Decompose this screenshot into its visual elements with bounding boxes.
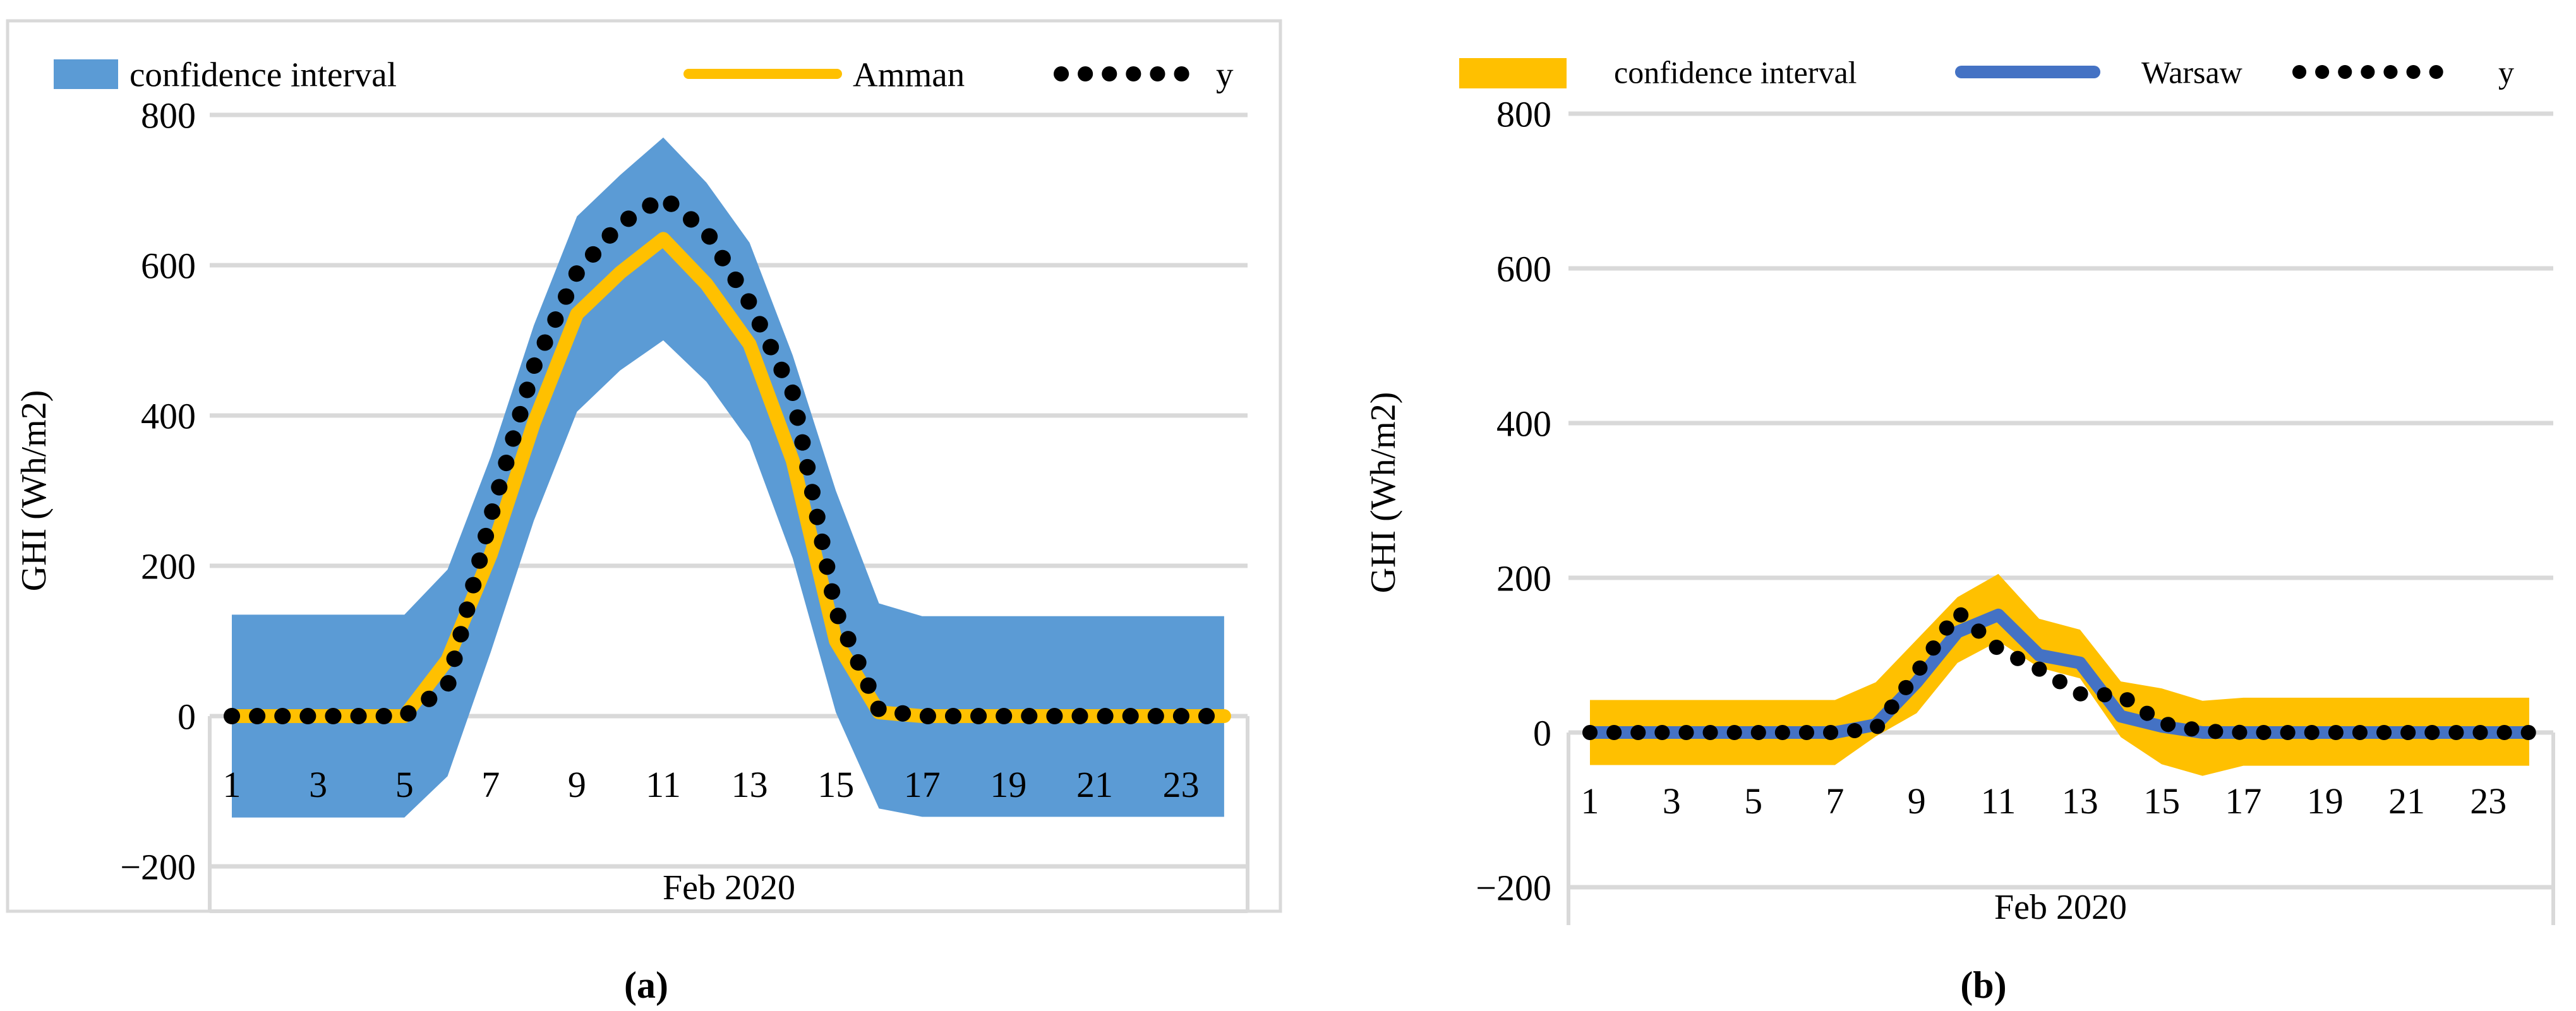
x-tick-label: 23 [2470,781,2507,822]
y-axis-title: GHI (Wh/m2) [1364,392,1403,594]
x-tick-label: 5 [395,764,414,805]
x-tick-label: 21 [1076,764,1113,805]
x-tick-label: 21 [2388,781,2425,822]
y-tick-label: 400 [141,395,196,436]
legend-label-confidence-interval: confidence interval [1614,55,1857,90]
x-tick-label: 15 [2143,781,2180,822]
legend-label-y: y [1216,55,1234,93]
y-dotted-line [224,189,1232,724]
x-tick-label: 15 [817,764,854,805]
x-tick-label: 19 [990,764,1026,805]
x-tick-label: 13 [731,764,768,805]
x-tick-label: 1 [1581,781,1599,822]
y-tick-label: 0 [1533,712,1551,753]
y-tick-label: 200 [1496,558,1551,599]
panel-caption: (b) [1960,964,2006,1006]
confidence-interval-band [232,137,1224,818]
x-tick-label: 5 [1744,781,1762,822]
x-tick-label: 11 [1981,781,2016,822]
x-axis-title: Feb 2020 [1994,888,2127,927]
warsaw-line [1584,608,2536,739]
legend-label-confidence-interval: confidence interval [129,55,397,93]
y-tick-label: 200 [141,546,196,587]
legend-label-city: Amman [853,55,965,93]
x-axis-title: Feb 2020 [663,868,795,907]
x-tick-label: 1 [223,764,241,805]
x-tick-label: 19 [2307,781,2344,822]
confidence-interval-band [1590,573,2529,776]
legend-label-y: y [2498,55,2514,90]
x-tick-label: 9 [1908,781,1926,822]
y-tick-label: 600 [141,245,196,286]
y-tick-label: 600 [1496,248,1551,289]
x-tick-label: 3 [309,764,327,805]
legend-band-swatch [1459,58,1567,88]
panel-caption: (a) [624,964,668,1006]
y-tick-label: 0 [178,696,196,737]
y-tick-label: 400 [1496,403,1551,444]
x-tick-label: 7 [481,764,500,805]
x-tick-label: 11 [646,764,681,805]
x-tick-label: 3 [1663,781,1681,822]
y-tick-label: 800 [141,95,196,136]
x-tick-label: 13 [2062,781,2098,822]
x-tick-label: 9 [568,764,586,805]
x-tick-label: 23 [1163,764,1200,805]
y-tick-label: −200 [1476,867,1551,908]
legend-label-city: Warsaw [2141,55,2242,90]
legend-band-swatch [54,59,118,89]
x-tick-label: 7 [1826,781,1844,822]
y-tick-label: −200 [120,846,196,887]
y-tick-label: 800 [1496,93,1551,135]
x-tick-label: 17 [904,764,941,805]
x-tick-label: 17 [2225,781,2261,822]
y-axis-title: GHI (Wh/m2) [15,390,54,592]
y-dotted-line [1582,604,2537,740]
